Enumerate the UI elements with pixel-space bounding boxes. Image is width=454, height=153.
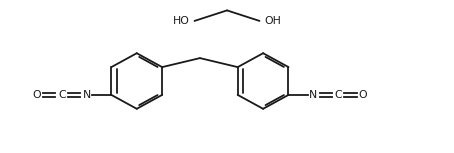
Text: N: N	[309, 90, 317, 100]
Text: HO: HO	[173, 16, 190, 26]
Text: C: C	[334, 90, 342, 100]
Text: N: N	[83, 90, 91, 100]
Text: C: C	[58, 90, 65, 100]
Text: O: O	[359, 90, 367, 100]
Text: O: O	[33, 90, 41, 100]
Text: OH: OH	[264, 16, 281, 26]
